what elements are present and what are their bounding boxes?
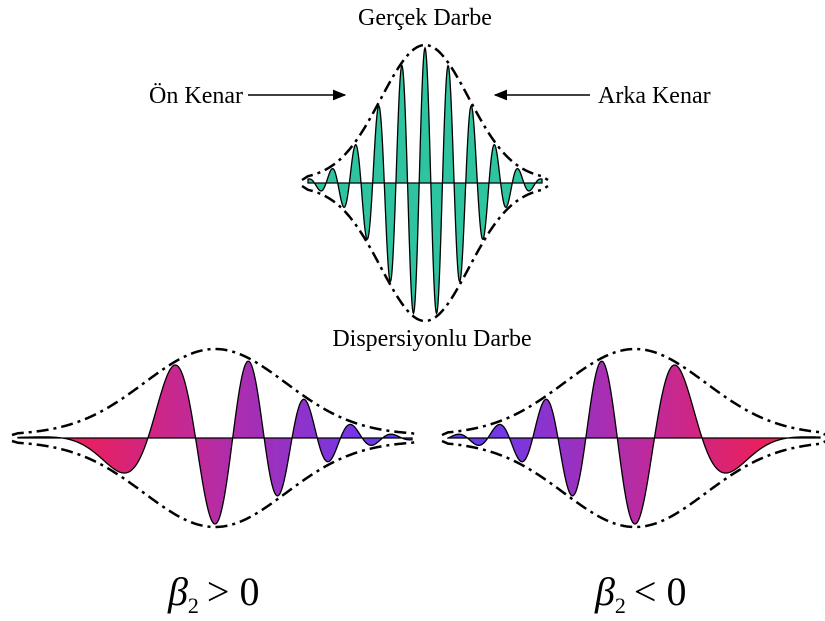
envelope [11,439,419,529]
leading-edge-label: Ön Kenar [149,83,243,109]
envelope [441,439,825,529]
case-label: β2 < 0 [594,569,686,618]
relation: > 0 [207,569,260,614]
envelope [11,347,419,437]
wave [307,46,543,315]
subscript: 2 [188,593,199,618]
trailing-edge-label: Arka Kenar [598,83,711,109]
wave [17,360,413,525]
waves [11,43,825,529]
dispersed-title: Dispersiyonlu Darbe [332,326,531,352]
wave [447,360,821,525]
envelope [301,43,549,182]
symbol: β [167,569,188,614]
symbol: β [594,569,615,614]
envelope [441,347,825,437]
subscript: 2 [615,593,626,618]
relation: < 0 [634,569,687,614]
title: Gerçek Darbe [358,5,492,31]
envelope [301,184,549,323]
case-label: β2 > 0 [167,569,259,618]
